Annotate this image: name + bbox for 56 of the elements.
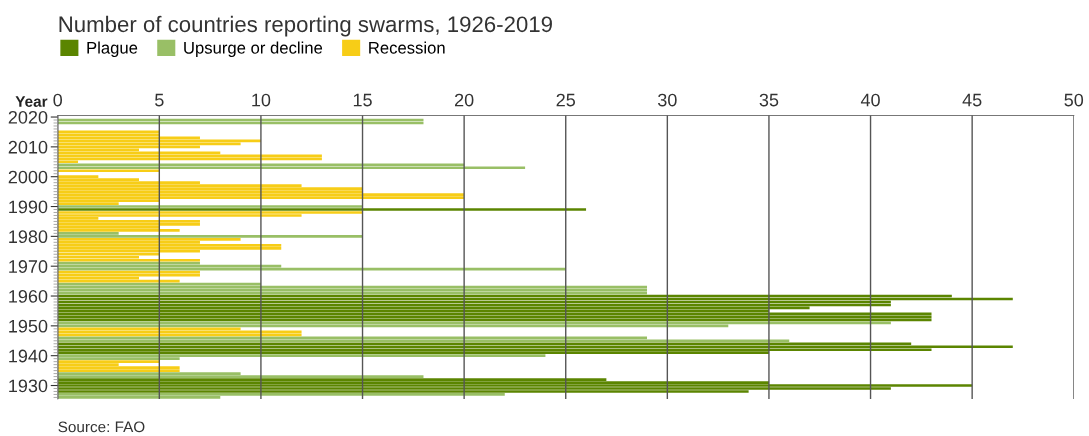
y-tick-label: 1940 xyxy=(9,349,48,363)
bar xyxy=(57,157,322,161)
bar xyxy=(57,369,180,372)
legend-label: Recession xyxy=(369,41,445,54)
bar xyxy=(57,354,546,358)
x-tick-label: 50 xyxy=(1064,93,1084,107)
bar xyxy=(57,330,302,334)
bar xyxy=(57,235,363,238)
y-tick-label: 2010 xyxy=(8,140,48,154)
y-tick-label: 1980 xyxy=(9,230,48,244)
bar xyxy=(57,267,566,271)
bar xyxy=(57,220,200,223)
bar xyxy=(57,366,180,369)
bar xyxy=(57,187,363,190)
bar xyxy=(57,339,790,343)
bar xyxy=(57,154,322,158)
y-tick-label: 2020 xyxy=(8,110,48,124)
bar xyxy=(57,205,363,208)
bar xyxy=(57,193,465,196)
x-tick-label: 35 xyxy=(759,93,779,107)
bar xyxy=(57,229,180,232)
bar xyxy=(57,360,160,363)
bar xyxy=(57,223,200,226)
chart-title: Number of countries reporting swarms, 1926-2019 xyxy=(59,15,552,37)
bar xyxy=(57,393,505,396)
x-tick-label: 20 xyxy=(455,93,474,107)
y-axis-title: Year xyxy=(15,96,48,107)
y-tick-label: 1960 xyxy=(9,289,48,303)
bar xyxy=(57,375,424,378)
bar xyxy=(57,208,587,211)
x-tick-label: 30 xyxy=(657,93,677,107)
legend-label: Upsurge or decline xyxy=(184,41,323,58)
x-tick-label: 0 xyxy=(53,93,63,107)
bar xyxy=(57,333,302,337)
x-tick-label: 5 xyxy=(155,93,164,107)
y-tick-label: 1950 xyxy=(9,319,48,333)
bar xyxy=(57,211,363,214)
bar xyxy=(57,169,160,173)
source-note: Source: FAO xyxy=(58,421,145,433)
x-tick-label: 40 xyxy=(860,93,880,107)
legend-label: Plague xyxy=(87,41,138,58)
y-tick-label: 1990 xyxy=(9,200,48,214)
y-tick-label: 1930 xyxy=(9,379,48,393)
y-tick-label: 1970 xyxy=(9,260,48,273)
x-tick-label: 45 xyxy=(962,93,982,107)
bar xyxy=(57,166,526,170)
x-tick-label: 25 xyxy=(556,93,576,107)
bar xyxy=(57,238,241,241)
bar xyxy=(57,243,282,247)
x-tick-label: 10 xyxy=(252,93,271,107)
y-tick-label: 2000 xyxy=(8,170,48,184)
bar xyxy=(57,246,282,250)
x-tick-label: 15 xyxy=(353,93,372,107)
bar xyxy=(57,345,1013,349)
bar xyxy=(57,384,973,387)
bar xyxy=(57,196,465,199)
